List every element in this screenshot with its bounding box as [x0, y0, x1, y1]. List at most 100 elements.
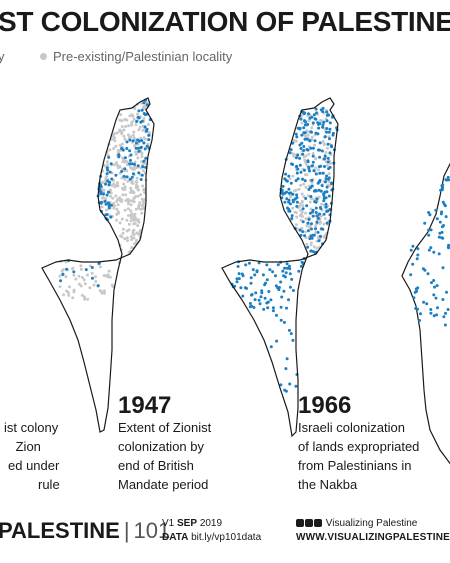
- palestinian-locality-marker: [79, 284, 83, 288]
- zionist-locality-marker: [304, 197, 308, 200]
- zionist-locality-marker: [433, 285, 436, 289]
- zionist-locality-marker: [117, 153, 121, 157]
- caption-1966: Israeli colonization of lands expropriat…: [298, 418, 448, 494]
- site-url[interactable]: WWW.VISUALIZINGPALESTINE.OR: [296, 532, 450, 543]
- palestinian-locality-marker: [139, 193, 143, 197]
- zionist-locality-marker: [106, 179, 110, 183]
- zionist-locality-marker: [290, 214, 294, 218]
- palestinian-locality-marker: [303, 158, 307, 162]
- palestinian-locality-marker: [322, 143, 326, 147]
- zionist-locality-marker: [137, 109, 141, 113]
- palestinian-locality-marker: [112, 201, 116, 205]
- zionist-locality-marker: [302, 126, 306, 130]
- zionist-locality-marker: [283, 177, 287, 181]
- palestinian-locality-marker: [291, 206, 295, 210]
- palestinian-locality-marker: [310, 135, 314, 139]
- zionist-locality-marker: [425, 302, 429, 306]
- palestinian-locality-marker: [125, 163, 129, 167]
- instagram-icon[interactable]: [296, 519, 304, 528]
- twitter-icon[interactable]: [305, 519, 313, 528]
- zionist-locality-marker: [321, 110, 325, 114]
- zionist-locality-marker: [239, 286, 243, 290]
- zionist-locality-marker: [416, 253, 420, 257]
- caption-line: Israeli colonization: [298, 420, 405, 435]
- palestinian-locality-marker: [143, 137, 147, 141]
- zionist-locality-marker: [443, 323, 447, 327]
- zionist-locality-marker: [444, 178, 448, 182]
- palestinian-locality-marker: [113, 185, 117, 189]
- zionist-locality-marker: [295, 204, 299, 208]
- palestinian-locality-marker: [125, 218, 129, 222]
- version-prefix: V1: [162, 518, 175, 529]
- zionist-locality-marker: [444, 215, 448, 219]
- zionist-locality-marker: [305, 204, 309, 208]
- palestinian-locality-marker: [131, 182, 135, 185]
- zionist-locality-marker: [283, 275, 287, 279]
- palestinian-locality-marker: [300, 192, 304, 196]
- zionist-locality-marker: [325, 127, 329, 130]
- zionist-locality-marker: [287, 264, 291, 268]
- zionist-locality-marker: [287, 187, 291, 191]
- zionist-locality-marker: [416, 247, 420, 251]
- palestinian-locality-marker: [122, 134, 126, 138]
- zionist-locality-marker: [318, 155, 322, 159]
- zionist-locality-marker: [301, 152, 305, 156]
- palestinian-locality-marker: [101, 196, 105, 200]
- zionist-locality-marker: [317, 239, 321, 243]
- palestinian-locality-marker: [295, 215, 299, 219]
- palestinian-locality-marker: [328, 184, 332, 188]
- zionist-locality-marker: [426, 272, 430, 276]
- palestinian-locality-marker: [83, 295, 86, 299]
- zionist-locality-marker: [295, 165, 299, 169]
- palestinian-locality-marker: [129, 203, 133, 207]
- palestinian-locality-marker: [77, 282, 81, 286]
- zionist-locality-marker: [283, 200, 287, 204]
- palestinian-locality-marker: [142, 169, 145, 173]
- zionist-locality-marker: [325, 110, 329, 114]
- caption-line: rule: [38, 477, 60, 492]
- zionist-locality-marker: [265, 301, 269, 305]
- palestinian-locality-marker: [124, 193, 128, 197]
- palestinian-locality-marker: [113, 204, 116, 208]
- palestinian-locality-marker: [301, 200, 304, 204]
- zionist-locality-marker: [267, 290, 271, 293]
- palestinian-locality-marker: [125, 169, 129, 173]
- zionist-locality-marker: [286, 206, 289, 210]
- data-url[interactable]: bit.ly/vp101data: [191, 532, 262, 543]
- palestinian-locality-marker: [118, 199, 122, 202]
- zionist-locality-marker: [248, 305, 252, 309]
- palestinian-locality-marker: [130, 189, 133, 193]
- zionist-locality-marker: [258, 302, 262, 306]
- zionist-locality-marker: [326, 156, 330, 160]
- zionist-locality-marker: [72, 270, 76, 274]
- zionist-locality-marker: [281, 269, 285, 273]
- palestinian-locality-marker: [327, 180, 331, 184]
- zionist-locality-marker: [439, 212, 443, 216]
- palestinian-locality-marker: [68, 285, 71, 289]
- palestinian-locality-marker: [118, 196, 122, 200]
- facebook-icon[interactable]: [314, 519, 322, 528]
- zionist-locality-marker: [319, 189, 323, 193]
- palestinian-locality-marker: [100, 291, 104, 295]
- zionist-locality-marker: [269, 298, 273, 302]
- palestinian-locality-marker: [80, 293, 84, 297]
- zionist-locality-marker: [310, 222, 313, 226]
- zionist-locality-marker: [257, 298, 261, 302]
- palestinian-locality-marker: [132, 197, 136, 200]
- zionist-locality-marker: [298, 228, 302, 232]
- zionist-locality-marker: [107, 155, 111, 159]
- palestinian-locality-marker: [94, 280, 98, 283]
- zionist-locality-marker: [237, 277, 241, 281]
- zionist-locality-marker: [279, 305, 283, 309]
- zionist-locality-marker: [423, 221, 427, 225]
- palestinian-locality-marker: [293, 189, 296, 193]
- zionist-locality-marker: [309, 249, 313, 253]
- zionist-locality-marker: [106, 190, 110, 194]
- zionist-locality-marker: [288, 209, 292, 213]
- palestinian-locality-marker: [130, 238, 134, 242]
- zionist-locality-marker: [326, 142, 330, 146]
- zionist-locality-marker: [327, 167, 331, 171]
- zionist-locality-marker: [434, 296, 438, 300]
- palestinian-locality-marker: [136, 112, 139, 116]
- zionist-locality-marker: [280, 295, 284, 299]
